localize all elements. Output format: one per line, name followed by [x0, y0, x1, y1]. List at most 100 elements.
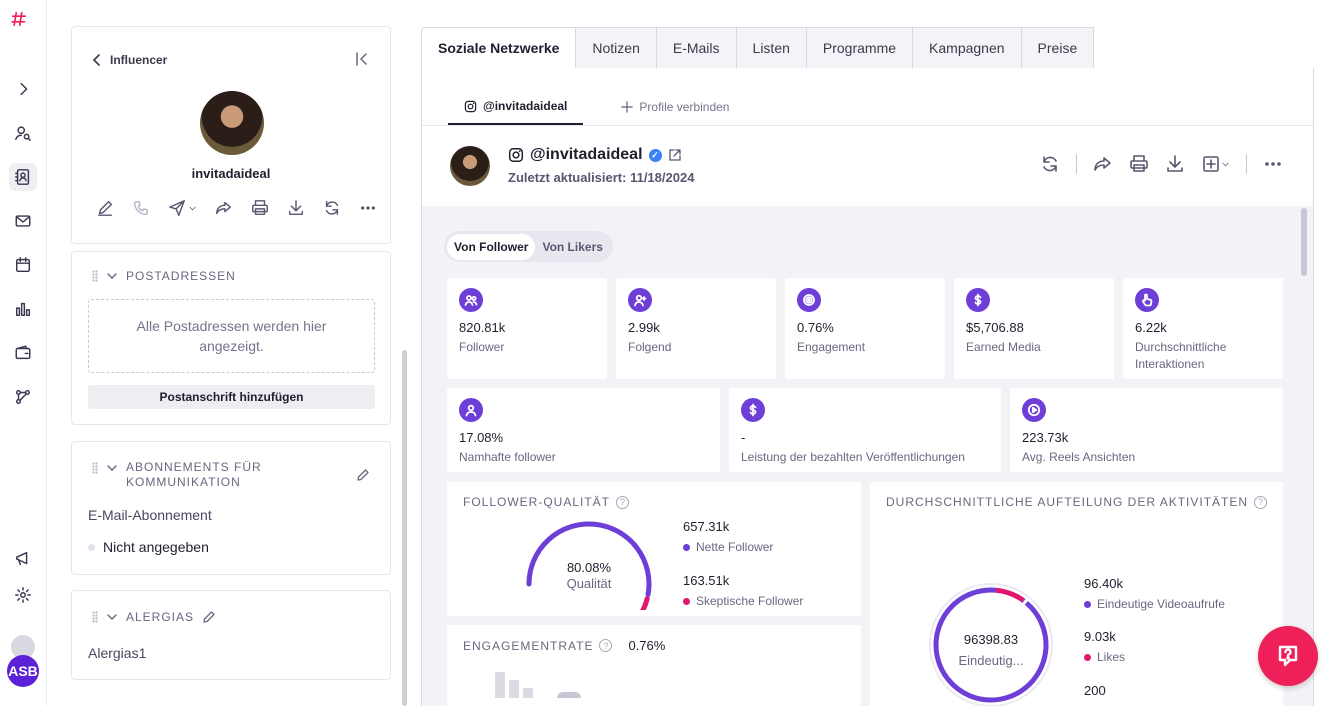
metric-label: Follower [459, 340, 505, 354]
subscriptions-header[interactable]: ABONNEMENTS FÜR KOMMUNIKATION [92, 460, 316, 490]
collapse-panel-icon[interactable] [354, 51, 370, 67]
legend-label: Skeptische Follower [696, 594, 804, 608]
workflow-icon[interactable] [9, 383, 37, 411]
send-icon [169, 200, 185, 216]
left-scrollbar[interactable] [402, 350, 407, 706]
plus-icon [621, 101, 634, 113]
drag-handle-icon[interactable] [92, 270, 98, 282]
download-icon[interactable] [1165, 154, 1185, 174]
account-handle: @invitadaideal [530, 146, 643, 163]
wallet-icon[interactable] [9, 339, 37, 367]
gauge-good-arc [526, 521, 652, 598]
mail-icon[interactable] [9, 207, 37, 235]
help-icon[interactable]: ? [616, 495, 630, 509]
gear-icon[interactable] [9, 581, 37, 609]
toggle-followers[interactable]: Von Follower [447, 233, 536, 260]
metric-label: Durchschnittliche Interaktionen [1135, 340, 1227, 371]
legend-dot-icon [1084, 653, 1091, 661]
share-icon[interactable] [215, 199, 233, 217]
print-icon[interactable] [1129, 154, 1149, 174]
subscriptions-card: ABONNEMENTS FÜR KOMMUNIKATION E-Mail-Abo… [71, 441, 391, 575]
tab-prices[interactable]: Preise [1021, 27, 1095, 69]
back-link[interactable]: Influencer [92, 53, 167, 67]
follower-quality-title: FOLLOWER-QUALITÄT ? [463, 495, 630, 509]
metric-label: Folgend [628, 340, 672, 354]
refresh-icon[interactable] [1040, 154, 1060, 174]
share-icon[interactable] [1093, 154, 1113, 174]
subtab-instagram[interactable]: @invitadaideal [448, 93, 584, 125]
connect-profiles-button[interactable]: Profile verbinden [605, 93, 745, 125]
hand-pointer-icon [1135, 288, 1159, 312]
logo-icon[interactable] [10, 10, 36, 36]
title-text: ENGAGEMENTRATE [463, 638, 594, 653]
profile-subtabs: @invitadaideal Profile verbinden [448, 93, 745, 125]
tab-notes[interactable]: Notizen [576, 27, 657, 69]
drag-handle-icon[interactable] [92, 462, 98, 474]
profile-card: Influencer invitadaideal [71, 26, 391, 244]
metric-paid-performance: - Leistung der bezahlten Veröffentlichun… [729, 388, 1001, 472]
email-subscription-label: E-Mail-Abonnement [88, 507, 212, 523]
more-icon[interactable] [359, 199, 377, 217]
tab-social[interactable]: Soziale Netzwerke [421, 27, 577, 69]
metric-value: 820.81k [459, 320, 506, 335]
avatar[interactable]: ASB [7, 655, 39, 687]
activity-center-value: 96398.83 [963, 632, 1019, 647]
print-icon[interactable] [251, 199, 269, 217]
calendar-icon[interactable] [9, 251, 37, 279]
external-link-icon[interactable] [668, 148, 682, 162]
phone-icon[interactable] [132, 199, 150, 217]
profile-actions [96, 199, 377, 217]
tab-emails[interactable]: E-Mails [656, 27, 737, 69]
help-icon[interactable]: ? [599, 639, 613, 652]
chevron-right-icon[interactable] [9, 75, 37, 103]
pencil-icon[interactable] [202, 610, 216, 624]
add-dropdown[interactable] [1201, 154, 1230, 174]
tab-lists[interactable]: Listen [736, 27, 807, 69]
title-text: FOLLOWER-QUALITÄT [463, 495, 611, 509]
metric-value: 17.08% [459, 430, 504, 445]
help-icon[interactable]: ? [1254, 495, 1268, 509]
metric-value: $5,706.88 [966, 320, 1024, 335]
account-handle-row: @invitadaideal ✓ [508, 146, 682, 164]
user-star-icon [459, 398, 483, 422]
refresh-icon[interactable] [323, 199, 341, 217]
profile-avatar [200, 91, 264, 155]
send-dropdown[interactable] [168, 199, 197, 217]
drag-handle-icon[interactable] [92, 611, 98, 623]
chevron-down-icon [107, 614, 117, 620]
postal-header[interactable]: POSTADRESSEN [92, 269, 236, 283]
metric-label: Engagement [797, 340, 866, 354]
more-icon[interactable] [1263, 154, 1283, 174]
metric-engagement: 0.76% Engagement [785, 278, 945, 379]
dollar-icon [741, 398, 765, 422]
toggle-likers[interactable]: Von Likers [542, 239, 603, 254]
allergies-card: ALERGIAS Alergias1 [71, 590, 391, 680]
metric-value: 2.99k [628, 320, 660, 335]
avatar-marker [557, 692, 581, 698]
quality-gauge [526, 521, 652, 610]
megaphone-icon[interactable] [9, 545, 37, 573]
add-postal-address-button[interactable]: Postanschrift hinzufügen [88, 385, 375, 409]
allergies-header[interactable]: ALERGIAS [92, 610, 216, 624]
left-rail: ASB [0, 0, 47, 706]
legend-value: 200 [1084, 683, 1106, 698]
email-subscription-status: Nicht angegeben [88, 539, 209, 555]
pencil-icon[interactable] [356, 468, 370, 482]
legend-label: Nette Follower [696, 540, 774, 554]
edit-icon[interactable] [96, 199, 114, 217]
download-icon[interactable] [287, 199, 305, 217]
chart-icon[interactable] [9, 295, 37, 323]
contacts-icon[interactable] [9, 163, 37, 191]
help-chat-button[interactable] [1258, 626, 1318, 686]
chevron-down-icon [1222, 162, 1229, 166]
legend-value: 163.51k [683, 573, 730, 588]
separator [1246, 154, 1247, 174]
analytics-scrollbar[interactable] [1301, 208, 1307, 276]
metric-value: 6.22k [1135, 320, 1167, 335]
tab-programs[interactable]: Programme [806, 27, 914, 69]
tab-campaigns[interactable]: Kampagnen [913, 27, 1022, 69]
user-search-icon[interactable] [9, 119, 37, 147]
legend-label: Eindeutige Videoaufrufe [1097, 597, 1225, 611]
legend-skeptical-followers: 163.51k Skeptische Follower [683, 573, 803, 608]
engagement-title: ENGAGEMENTRATE ? 0.76% [463, 638, 665, 653]
